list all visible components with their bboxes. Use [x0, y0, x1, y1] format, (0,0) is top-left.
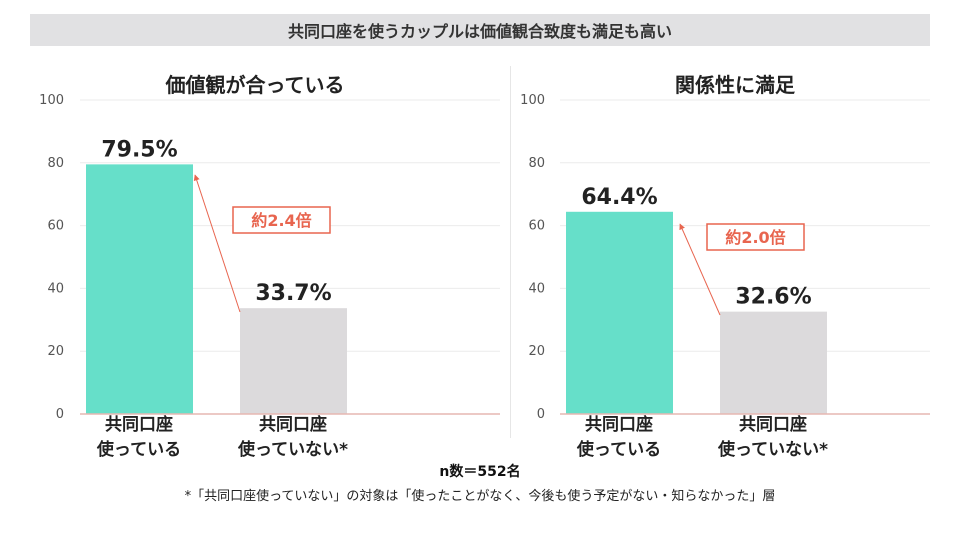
- bar: [240, 308, 347, 414]
- y-tick-label: 100: [520, 93, 545, 108]
- y-tick-label: 20: [528, 344, 545, 359]
- y-tick-label: 60: [47, 219, 64, 234]
- bar: [86, 164, 193, 414]
- value-label: 79.5%: [101, 137, 177, 162]
- value-label: 32.6%: [735, 285, 811, 310]
- sample-size-label: n数＝552名: [439, 464, 521, 480]
- ratio-label: 約2.4倍: [251, 211, 311, 230]
- ratio-box: [706, 223, 805, 251]
- footnote: *「共同口座使っていない」の対象は「使ったことがなく、今後も使う予定がない・知ら…: [184, 489, 776, 504]
- ratio-label: 約2.0倍: [725, 228, 785, 247]
- bar: [566, 211, 673, 414]
- value-label: 33.7%: [255, 281, 331, 306]
- y-tick-label: 80: [47, 156, 64, 171]
- y-tick-label: 60: [528, 219, 545, 234]
- value-label: 64.4%: [581, 185, 657, 210]
- chart-title: 価値観が合っている: [165, 73, 345, 97]
- ratio-arrow: [679, 223, 721, 316]
- panel-divider: [510, 66, 511, 438]
- chart-title: 関係性に満足: [675, 73, 796, 97]
- y-tick-label: 0: [537, 407, 545, 422]
- bar: [720, 311, 827, 414]
- y-tick-label: 40: [47, 281, 64, 296]
- category-label: 共同口座使っていない*: [717, 414, 828, 460]
- y-tick-label: 100: [39, 93, 64, 108]
- category-label: 共同口座使っている: [96, 414, 181, 460]
- y-tick-label: 80: [528, 156, 545, 171]
- ratio-arrow: [193, 174, 241, 313]
- y-tick-label: 20: [47, 344, 64, 359]
- y-tick-label: 0: [56, 407, 64, 422]
- category-label: 共同口座使っていない*: [237, 414, 348, 460]
- banner-title: 共同口座を使うカップルは価値観合致度も満足も高い: [30, 14, 930, 46]
- ratio-box: [232, 206, 331, 234]
- category-label: 共同口座使っている: [576, 414, 661, 460]
- y-tick-label: 40: [528, 281, 545, 296]
